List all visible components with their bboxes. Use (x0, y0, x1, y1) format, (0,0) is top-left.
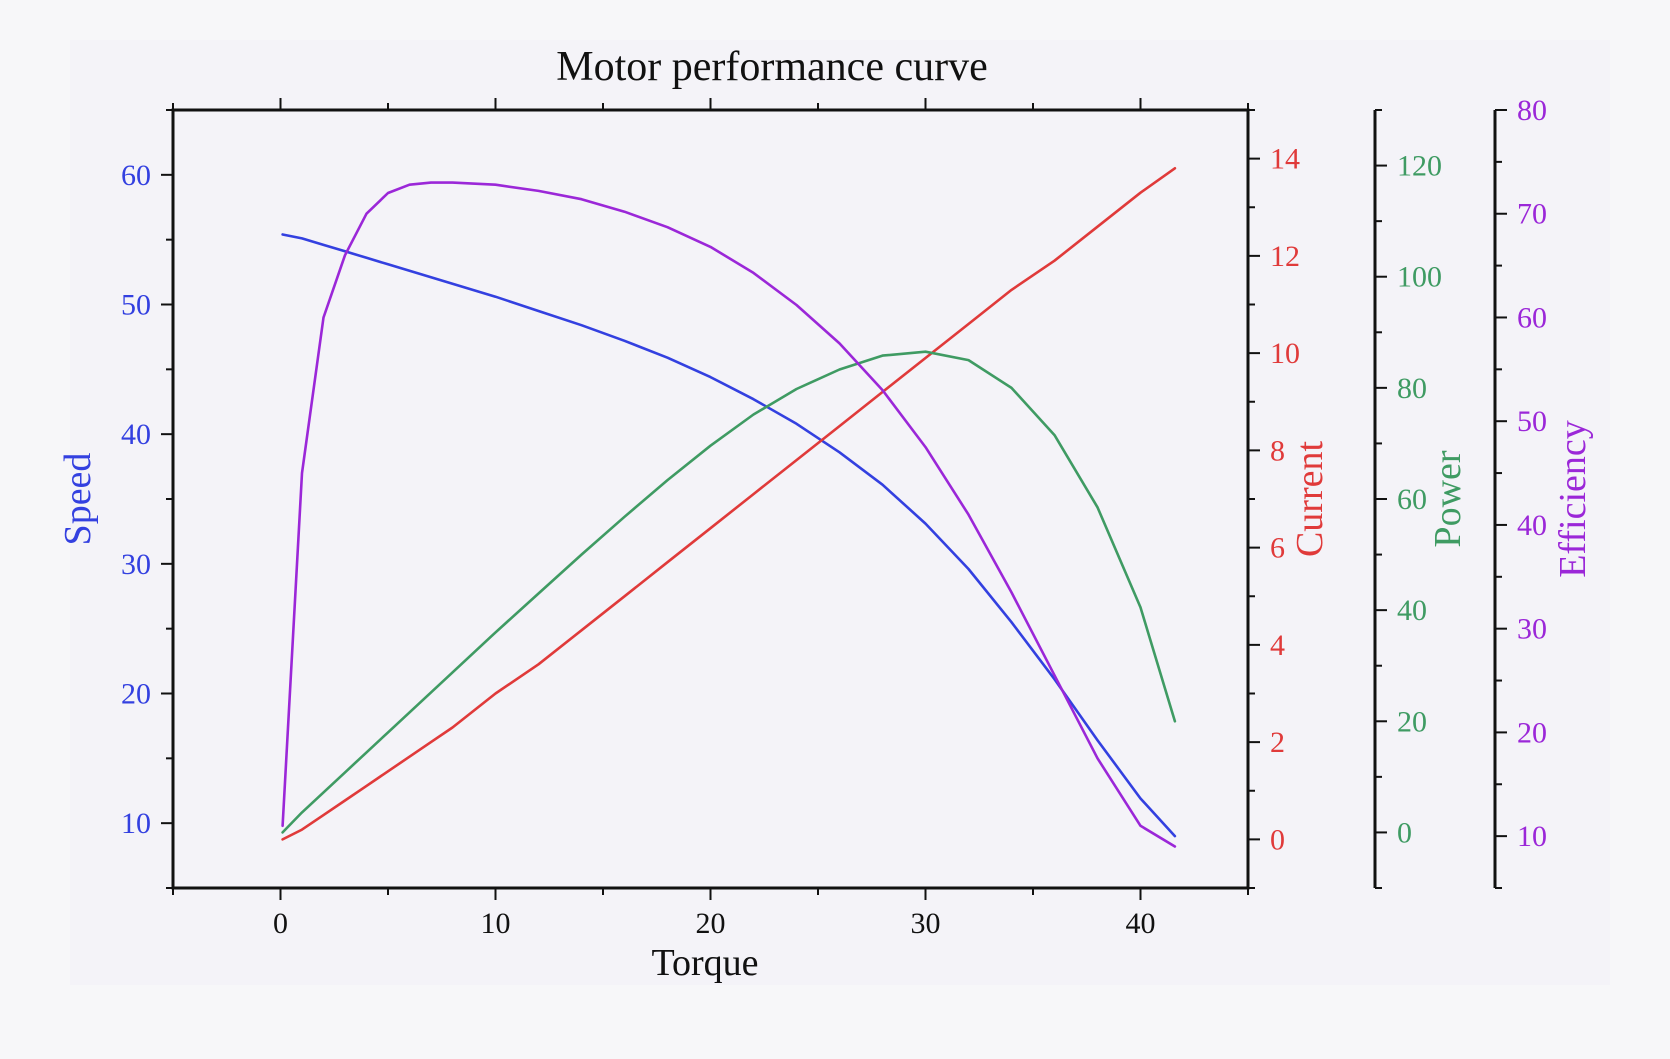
power-tick-label: 0 (1397, 816, 1412, 849)
power-tick-label: 20 (1397, 705, 1427, 738)
current-tick-label: 10 (1270, 337, 1300, 370)
x-tick-label: 10 (481, 907, 511, 940)
power-series-line (281, 350, 1177, 834)
chart-title: Motor performance curve (556, 44, 987, 90)
speed-tick-label: 50 (121, 289, 151, 322)
current-tick-label: 8 (1270, 434, 1285, 467)
power-tick-label: 100 (1397, 261, 1442, 294)
series-layer (281, 167, 1177, 848)
current-tick-label: 6 (1270, 532, 1285, 565)
efficiency-axis-label: Efficiency (1552, 420, 1594, 578)
power-axis-label: Power (1427, 450, 1469, 547)
efficiency-tick-label: 20 (1517, 716, 1547, 749)
current-tick-label: 2 (1270, 726, 1285, 759)
current-series-line (281, 167, 1177, 841)
current-tick-label: 14 (1270, 143, 1300, 176)
efficiency-tick-label: 50 (1517, 405, 1547, 438)
speed-tick-label: 10 (121, 807, 151, 840)
efficiency-tick-label: 40 (1517, 509, 1547, 542)
power-tick-label: 60 (1397, 483, 1427, 516)
x-tick-label: 20 (696, 907, 726, 940)
efficiency-tick-label: 80 (1517, 94, 1547, 127)
current-tick-label: 12 (1270, 240, 1300, 273)
current-tick-label: 0 (1270, 823, 1285, 856)
x-tick-label: 30 (911, 907, 941, 940)
speed-tick-label: 30 (121, 548, 151, 581)
speed-tick-label: 60 (121, 159, 151, 192)
current-tick-label: 4 (1270, 629, 1285, 662)
efficiency-tick-label: 30 (1517, 613, 1547, 646)
x-axis-label: Torque (651, 942, 758, 984)
efficiency-tick-label: 60 (1517, 301, 1547, 334)
speed-axis-label: Speed (57, 453, 99, 546)
power-tick-label: 80 (1397, 372, 1427, 405)
power-tick-label: 120 (1397, 150, 1442, 183)
plot-panel (70, 40, 1610, 985)
axes-layer: 0 10 20 30 40 10 20 30 40 50 60 Speed 0 2 4 6 8 10 12 14 Cur… (57, 94, 1594, 940)
power-tick-label: 40 (1397, 594, 1427, 627)
efficiency-tick-label: 10 (1517, 820, 1547, 853)
speed-series-line (281, 233, 1177, 838)
speed-tick-label: 40 (121, 418, 151, 451)
efficiency-series-line (281, 181, 1177, 848)
current-axis-label: Current (1289, 441, 1331, 558)
x-tick-label: 0 (273, 907, 288, 940)
speed-tick-label: 20 (121, 678, 151, 711)
efficiency-tick-label: 70 (1517, 198, 1547, 231)
x-tick-label: 40 (1126, 907, 1156, 940)
